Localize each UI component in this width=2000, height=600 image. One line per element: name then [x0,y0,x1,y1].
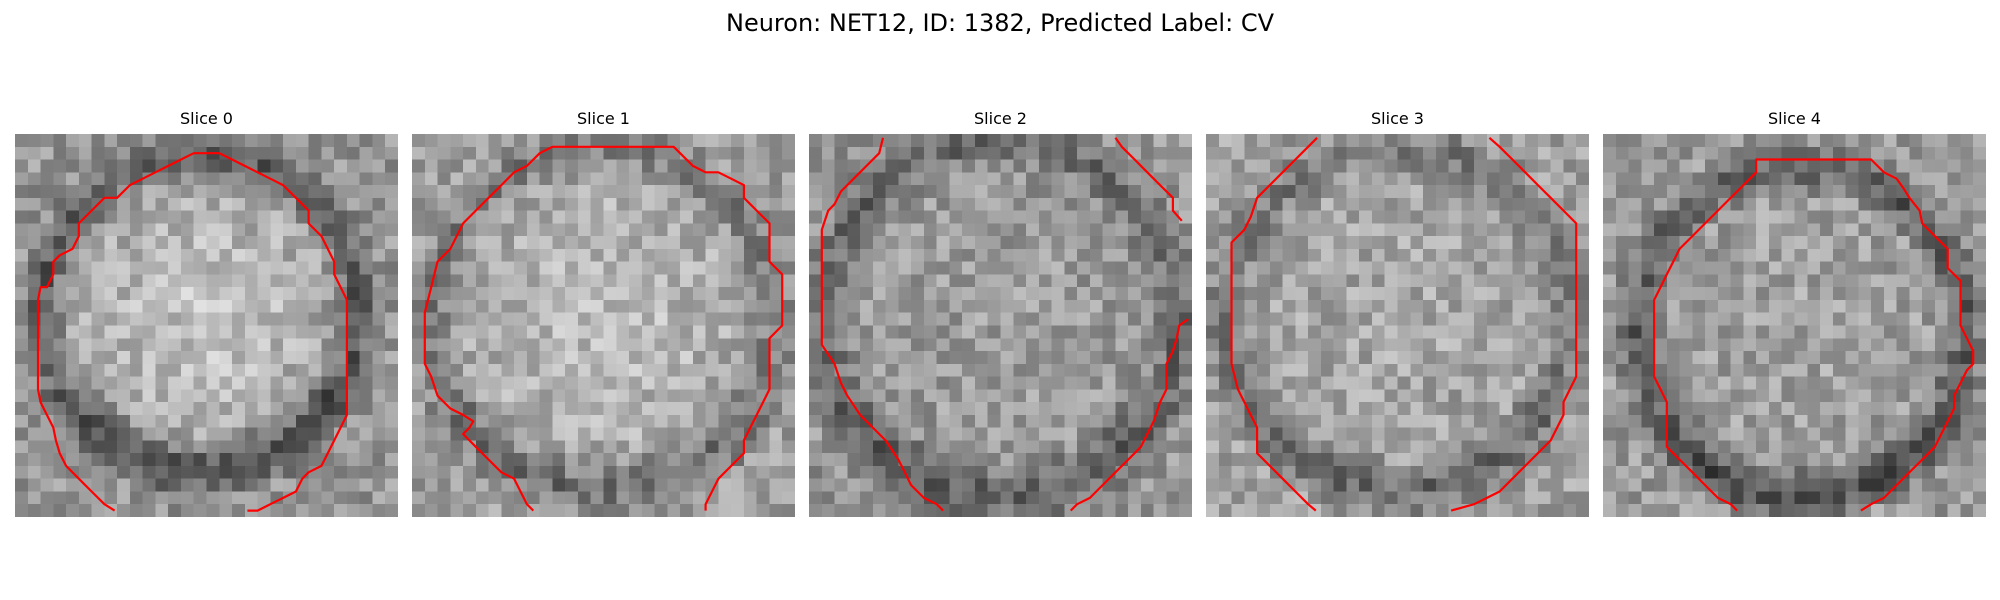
slice-panel-4: Slice 4 [1603,108,1986,517]
segmentation-contour-overlay [36,152,348,512]
grayscale-patch [1206,134,1589,517]
contour-line [36,152,348,512]
slice-panel-3: Slice 3 [1206,108,1589,517]
slice-image [1603,134,1986,517]
slice-panel-2: Slice 2 [809,108,1192,517]
grayscale-patch [15,134,398,517]
segmentation-contour-overlay [1230,136,1578,512]
figure-title: Neuron: NET12, ID: 1382, Predicted Label… [726,9,1274,37]
slice-panel-1: Slice 1 [412,108,795,517]
slice-panel-0: Slice 0 [15,108,398,517]
contour-line [1652,158,1975,512]
slice-title: Slice 4 [1768,109,1821,128]
segmentation-contour-overlay [423,145,784,512]
slice-title: Slice 1 [577,109,630,128]
slice-image [809,134,1192,517]
slice-image [15,134,398,517]
slice-image [1206,134,1589,517]
slice-title: Slice 2 [974,109,1027,128]
contour-line [820,137,944,512]
contour-line [1114,137,1183,222]
slice-title: Slice 3 [1371,109,1424,128]
contour-line [423,145,784,512]
slice-title: Slice 0 [180,109,233,128]
grayscale-patch [412,134,795,517]
segmentation-contour-overlay [1652,158,1975,512]
contour-line [1230,137,1318,512]
segmentation-contour-overlay [820,137,1189,512]
slice-image [412,134,795,517]
contour-line [1069,318,1189,512]
grayscale-patch [1603,134,1986,517]
grayscale-patch [809,134,1192,517]
contour-line [1450,136,1578,512]
